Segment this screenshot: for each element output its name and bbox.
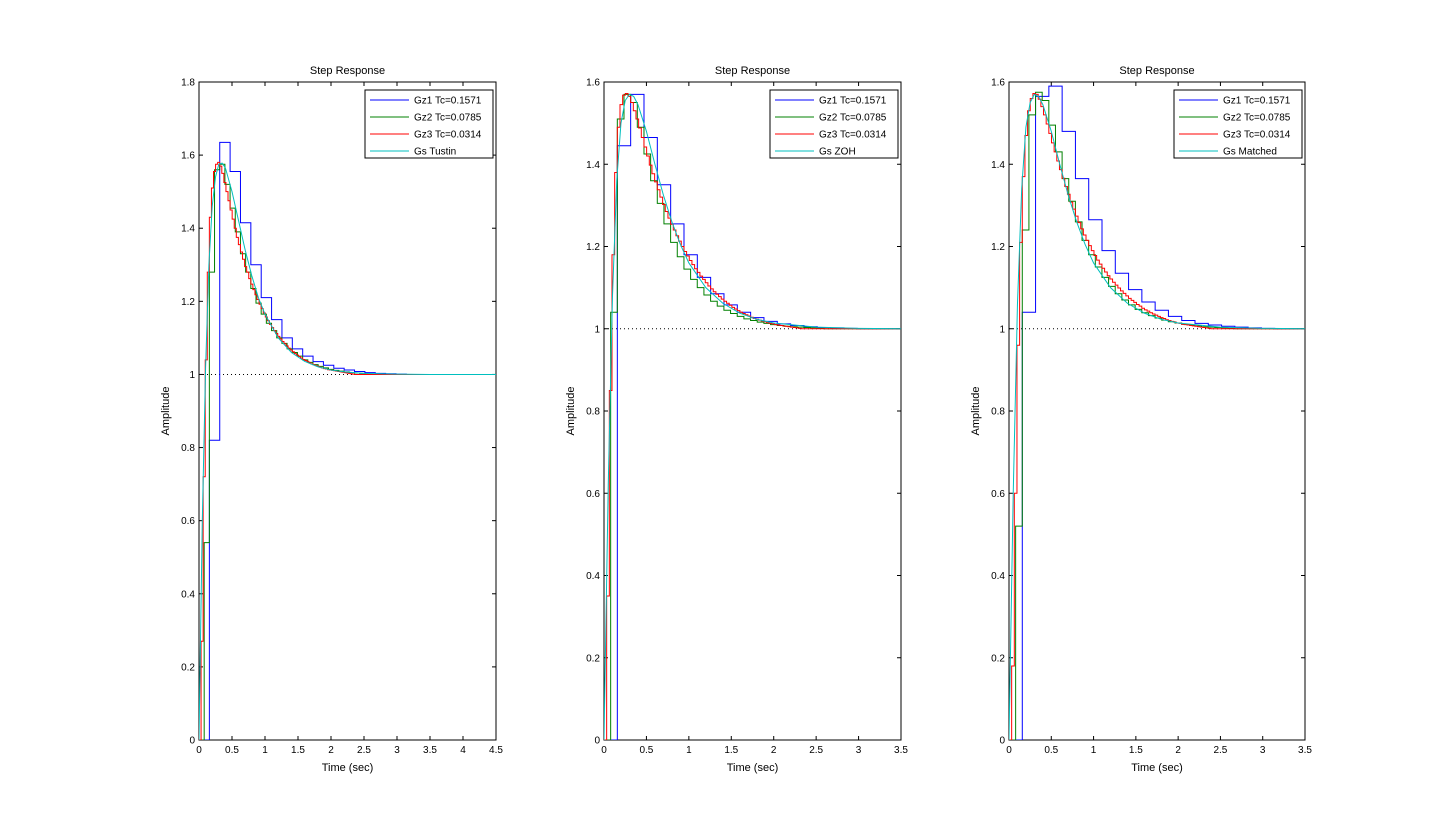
legend-entry: Gz2 Tc=0.0785: [1223, 113, 1291, 124]
y-tick-label: 1.8: [181, 78, 195, 89]
x-tick-label: 1.5: [291, 745, 305, 756]
x-tick-label: 3.5: [423, 745, 437, 756]
x-tick-label: 0: [601, 745, 607, 756]
series-line-2: [1009, 91, 1305, 740]
x-tick-label: 1: [686, 745, 692, 756]
x-tick-label: 0.5: [1044, 745, 1058, 756]
axes-box: [198, 81, 497, 741]
x-tick-label: 2.5: [809, 745, 823, 756]
legend-entry: Gs Tustin: [414, 147, 456, 158]
x-axis-label: Time (sec): [322, 762, 374, 774]
y-axis-label: Amplitude: [970, 387, 982, 436]
chart-title: Step Response: [1119, 65, 1194, 77]
x-tick-label: 3.5: [894, 745, 908, 756]
subplot-3: 0 0.5 1 1.5 2 2.5 3 3.5 0 0.2 0.4 0.6 0.8 1 1.2 1.4 1.6 S…: [970, 65, 1312, 774]
x-tick-label: 1: [1091, 745, 1097, 756]
axes-box: [1008, 81, 1306, 741]
y-tick-label: 1.2: [586, 242, 600, 253]
y-tick-label: 0.2: [181, 662, 195, 673]
chart-title: Step Response: [310, 65, 385, 77]
y-tick-label: 0.4: [181, 589, 195, 600]
legend-entry: Gz3 Tc=0.0314: [414, 130, 482, 141]
y-tick-label: 1.6: [181, 151, 195, 162]
x-tick-label: 0: [1006, 745, 1012, 756]
legend-entry: Gz1 Tc=0.1571: [1223, 96, 1291, 107]
y-tick-label: 0.8: [586, 407, 600, 418]
y-tick-label: 0: [594, 736, 600, 747]
series-line-4: [199, 162, 496, 740]
legend-entry: Gz3 Tc=0.0314: [819, 130, 887, 141]
legend-entry: Gs ZOH: [819, 147, 856, 158]
x-tick-label: 2: [771, 745, 777, 756]
y-tick-label: 1.2: [181, 297, 195, 308]
y-tick-label: 0.4: [586, 571, 600, 582]
y-tick-label: 0.8: [181, 443, 195, 454]
legend-entry: Gz1 Tc=0.1571: [819, 96, 887, 107]
y-tick-label: 0.8: [991, 407, 1005, 418]
y-tick-label: 0.2: [991, 653, 1005, 664]
x-tick-label: 4.5: [489, 745, 503, 756]
legend-box: [364, 89, 494, 159]
series-line-3: [604, 93, 901, 740]
x-tick-label: 2: [1175, 745, 1181, 756]
x-tick-label: 3: [394, 745, 400, 756]
y-axis-label: Amplitude: [160, 387, 172, 436]
x-tick-label: 3: [1260, 745, 1266, 756]
y-tick-label: 0.6: [181, 516, 195, 527]
x-axis-label: Time (sec): [1131, 762, 1183, 774]
y-tick-label: 0: [189, 736, 195, 747]
subplot-1: 0 0.5 1 1.5 2 2.5 3 3.5 4 4.5 0 0.2 0.4 0.6 0.8 1 1.2 1.4…: [160, 65, 503, 774]
y-tick-label: 1.2: [991, 242, 1005, 253]
x-tick-label: 2.5: [1213, 745, 1227, 756]
legend-box: [1173, 89, 1303, 159]
x-tick-label: 1: [262, 745, 268, 756]
y-tick-label: 0.2: [586, 653, 600, 664]
y-tick-label: 0: [999, 736, 1005, 747]
legend-entry: Gs Matched: [1223, 147, 1277, 158]
chart-title: Step Response: [715, 65, 790, 77]
legend-entry: Gz2 Tc=0.0785: [819, 113, 887, 124]
x-tick-label: 2: [328, 745, 334, 756]
subplot-2: 0 0.5 1 1.5 2 2.5 3 3.5 0 0.2 0.4 0.6 0.8 1 1.2 1.4 1.6 S…: [565, 65, 908, 774]
series-line-4: [1009, 93, 1305, 740]
x-tick-label: 3: [856, 745, 862, 756]
legend-box: [769, 89, 899, 159]
series-line-4: [604, 93, 901, 740]
x-tick-label: 3.5: [1298, 745, 1312, 756]
y-tick-label: 1.6: [586, 78, 600, 89]
y-tick-label: 1.4: [991, 160, 1005, 171]
y-tick-label: 0.6: [991, 489, 1005, 500]
x-tick-label: 4: [460, 745, 466, 756]
x-tick-label: 0.5: [225, 745, 239, 756]
series-line-1: [1009, 85, 1305, 740]
y-tick-label: 1.4: [181, 224, 195, 235]
axes-box: [603, 81, 902, 741]
y-axis-label: Amplitude: [565, 387, 577, 436]
x-axis-label: Time (sec): [727, 762, 779, 774]
y-tick-label: 1: [999, 324, 1005, 335]
y-tick-label: 0.6: [586, 489, 600, 500]
series-line-2: [604, 93, 901, 740]
legend-entry: Gz3 Tc=0.0314: [1223, 130, 1291, 141]
x-tick-label: 0: [196, 745, 202, 756]
y-tick-label: 1: [189, 370, 195, 381]
x-tick-label: 0.5: [639, 745, 653, 756]
y-tick-label: 0.4: [991, 571, 1005, 582]
x-tick-label: 1.5: [724, 745, 738, 756]
x-tick-label: 2.5: [357, 745, 371, 756]
y-tick-label: 1: [594, 324, 600, 335]
x-tick-label: 1.5: [1129, 745, 1143, 756]
y-tick-label: 1.6: [991, 78, 1005, 89]
legend-entry: Gz1 Tc=0.1571: [414, 96, 482, 107]
legend-entry: Gz2 Tc=0.0785: [414, 113, 482, 124]
y-tick-label: 1.4: [586, 160, 600, 171]
